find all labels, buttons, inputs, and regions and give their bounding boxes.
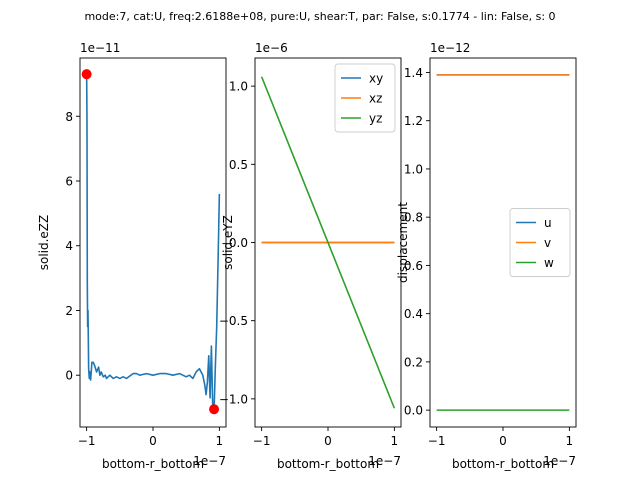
y-tick-label: 6 xyxy=(65,175,73,189)
legend-label-w: w xyxy=(544,256,554,270)
y-axis-label: solid.eYZ xyxy=(221,215,235,270)
y-tick-label: 0.8 xyxy=(404,211,423,225)
x-tick-label: 1 xyxy=(216,434,224,448)
legend: uvw xyxy=(509,208,571,277)
legend-label-u: u xyxy=(544,216,552,230)
x-tick-label: 1 xyxy=(391,434,399,448)
y-offset-text: 1e−12 xyxy=(430,41,470,55)
y-tick-label: 1.4 xyxy=(404,66,423,80)
y-tick-label: −0.5 xyxy=(219,314,248,328)
x-offset-text: 1e−7 xyxy=(193,454,226,468)
subplot-2: −1 0 1 −1.0 −0.5 0.0 0.5 1.0 1e−6 1e−7bottom-r_bo… xyxy=(219,41,402,471)
x-tick-label: 0 xyxy=(499,434,507,448)
legend-label-yz: yz xyxy=(369,112,382,126)
series-line-1 xyxy=(85,74,221,412)
x-axis-label: bottom-r_bottom xyxy=(452,457,554,471)
extremum-marker-1 xyxy=(81,69,92,80)
x-offset-text: 1e−7 xyxy=(368,454,401,468)
y-tick-label: 0.0 xyxy=(229,236,248,250)
legend-label-v: v xyxy=(544,236,551,250)
x-tick-label: −1 xyxy=(78,434,96,448)
subplot-3: −1 0 1 0.0 0.2 0.4 0.6 0.8 1.0 1.2 1.4 1e−12 1e−7bot… xyxy=(396,41,577,471)
figure-suptitle: mode:7, cat:U, freq:2.6188e+08, pure:U, … xyxy=(84,10,555,23)
legend-frame xyxy=(509,208,571,277)
y-tick-label: 0 xyxy=(65,369,73,383)
x-tick-label: 1 xyxy=(566,434,574,448)
legend-label-xz: xz xyxy=(369,92,382,106)
y-tick-label: 1.0 xyxy=(404,162,423,176)
y-tick-label: 0.0 xyxy=(404,404,423,418)
x-axis-label: bottom-r_bottom xyxy=(102,457,204,471)
x-tick-label: 0 xyxy=(149,434,157,448)
y-tick-label: 8 xyxy=(65,110,73,124)
plot-area xyxy=(436,74,570,411)
y-offset-text: 1e−11 xyxy=(80,41,120,55)
y-tick-label: 4 xyxy=(65,239,73,253)
legend-frame xyxy=(334,63,396,133)
plot-area xyxy=(85,74,221,412)
y-axis-label: displacement xyxy=(396,202,410,283)
x-tick-label: 0 xyxy=(324,434,332,448)
y-axis-label: solid.eZZ xyxy=(37,215,51,271)
y-tick-label: 0.4 xyxy=(404,307,423,321)
x-offset-text: 1e−7 xyxy=(543,454,576,468)
y-tick-label: 1.0 xyxy=(229,80,248,94)
x-tick-label: −1 xyxy=(253,434,271,448)
subplot-panels: −1 0 1024681e−111e−7bottom-r_bottomsolid.e… xyxy=(37,41,577,471)
plot-area xyxy=(260,76,396,409)
y-tick-label: 1.2 xyxy=(404,114,423,128)
y-tick-label: 0.6 xyxy=(404,259,423,273)
y-tick-label: −1.0 xyxy=(219,392,248,406)
legend: xy xz yz xyxy=(334,63,396,133)
legend-label-xy: xy xyxy=(369,72,383,86)
y-tick-label: 0.5 xyxy=(229,158,248,172)
y-offset-text: 1e−6 xyxy=(255,41,288,55)
y-tick-label: 0.2 xyxy=(404,355,423,369)
x-tick-label: −1 xyxy=(428,434,446,448)
x-axis-label: bottom-r_bottom xyxy=(277,457,379,471)
series-line-yz xyxy=(260,76,396,409)
extremum-marker-2 xyxy=(209,404,220,415)
y-tick-label: 2 xyxy=(65,304,73,318)
